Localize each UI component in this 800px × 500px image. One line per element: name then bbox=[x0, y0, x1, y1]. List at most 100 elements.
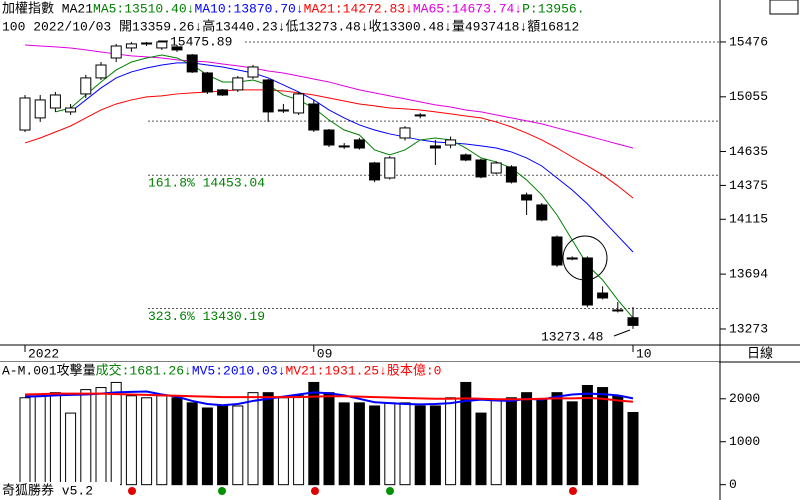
header-bg bbox=[0, 0, 719, 18]
candle-body bbox=[201, 72, 213, 93]
volume-bar bbox=[581, 384, 593, 486]
header-text: 成交:1681.26↓ bbox=[96, 362, 192, 378]
volume-bar bbox=[293, 395, 305, 486]
ma-line bbox=[24, 44, 634, 149]
signal-dot bbox=[218, 487, 226, 495]
header-text: MA65:14673.74↓ bbox=[413, 1, 522, 16]
candle-body bbox=[369, 162, 381, 181]
volume-bar bbox=[95, 387, 107, 486]
footer-bg bbox=[0, 482, 120, 500]
y-tick-label: 13694 bbox=[729, 267, 768, 282]
candle-body bbox=[566, 257, 578, 260]
candle-body bbox=[581, 257, 593, 306]
candle-body bbox=[338, 145, 350, 148]
candle-body bbox=[293, 93, 305, 114]
volume-bar bbox=[49, 392, 61, 486]
volume-bar bbox=[369, 405, 381, 486]
y-tick-label: 14635 bbox=[729, 144, 768, 159]
header-text: 100 2022/10/03 開13359.26↓高13440.23↓低1327… bbox=[2, 18, 579, 34]
volume-bar bbox=[141, 397, 153, 486]
annotation: 13273.48 bbox=[541, 329, 603, 344]
candle-body bbox=[414, 114, 426, 117]
x-tick-label: 10 bbox=[636, 346, 652, 361]
candle-body bbox=[353, 139, 365, 149]
y-tick-label: 13273 bbox=[729, 321, 768, 336]
volume-bar bbox=[186, 402, 198, 486]
candle-body bbox=[125, 43, 137, 49]
volume-bar bbox=[505, 397, 517, 486]
candle-body bbox=[277, 109, 289, 112]
candle-body bbox=[49, 94, 61, 109]
volume-bar bbox=[171, 397, 183, 486]
candle-body bbox=[171, 46, 183, 51]
x-tick-label: 09 bbox=[317, 346, 333, 361]
volume-bar bbox=[460, 381, 472, 486]
volume-bar bbox=[323, 392, 335, 486]
x-tick-label: 2022 bbox=[28, 346, 59, 361]
candle-body bbox=[612, 309, 624, 312]
candle-body bbox=[95, 64, 107, 79]
header-text: MA10:13870.70↓ bbox=[194, 1, 303, 16]
candle-body bbox=[247, 66, 259, 78]
candle-body bbox=[536, 204, 548, 221]
header-text: A-M.001攻擊量 bbox=[2, 362, 96, 378]
candle-body bbox=[217, 89, 229, 96]
volume-bar bbox=[399, 402, 411, 486]
candle-body bbox=[308, 103, 320, 131]
ma-line bbox=[55, 54, 634, 319]
volume-bar bbox=[414, 405, 426, 486]
header-bg bbox=[0, 362, 719, 380]
y-tick-label: 2000 bbox=[729, 391, 760, 406]
volume-bar bbox=[262, 392, 274, 486]
volume-bar bbox=[19, 397, 31, 486]
volume-bar bbox=[475, 412, 487, 486]
header-bg bbox=[0, 18, 719, 36]
volume-bar bbox=[247, 392, 259, 486]
signal-dot bbox=[569, 487, 577, 495]
header-text: 加權指數 MA21 bbox=[2, 1, 93, 16]
header-text: MA5:13510.40↓ bbox=[93, 1, 194, 16]
header-text: MA21:14272.83↓ bbox=[304, 1, 413, 16]
candle-body bbox=[460, 154, 472, 161]
mv-line bbox=[24, 392, 634, 403]
volume-bar bbox=[551, 392, 563, 486]
candle-body bbox=[156, 41, 168, 49]
candle-body bbox=[384, 157, 396, 179]
volume-bar bbox=[65, 412, 77, 486]
volume-bar bbox=[217, 405, 229, 486]
volume-bar bbox=[156, 395, 168, 486]
y-tick-label: 14375 bbox=[729, 178, 768, 193]
ma-line bbox=[24, 89, 634, 199]
candle-body bbox=[597, 292, 609, 299]
volume-bar bbox=[612, 395, 624, 486]
header-text: 股本億:0 bbox=[387, 362, 442, 378]
volume-bar bbox=[338, 402, 350, 486]
candle-body bbox=[80, 77, 92, 95]
candle-body bbox=[627, 317, 639, 326]
candle-body bbox=[445, 139, 457, 146]
candle-body bbox=[34, 99, 46, 119]
volume-bar bbox=[277, 397, 289, 486]
volume-bar bbox=[429, 405, 441, 486]
volume-bar bbox=[566, 401, 578, 486]
signal-dot bbox=[311, 487, 319, 495]
volume-bar bbox=[232, 405, 244, 486]
volume-bar bbox=[627, 411, 639, 486]
signal-dot bbox=[128, 487, 136, 495]
candle-body bbox=[551, 236, 563, 266]
header-text: P:13956. bbox=[522, 1, 584, 16]
volume-bar bbox=[308, 381, 320, 486]
level-label: 161.8% 14453.04 bbox=[148, 176, 265, 191]
y-tick-label: 1000 bbox=[729, 434, 760, 449]
candle-body bbox=[232, 77, 244, 91]
window-button[interactable] bbox=[769, 0, 799, 15]
candle-body bbox=[323, 129, 335, 146]
volume-bar bbox=[384, 402, 396, 486]
volume-bar bbox=[445, 397, 457, 486]
y-tick-label: 15055 bbox=[729, 89, 768, 104]
candle-body bbox=[490, 162, 502, 174]
footer: 奇狐勝券 v5.2 bbox=[2, 482, 93, 498]
header-text: MV21:1931.25↓ bbox=[285, 363, 386, 378]
